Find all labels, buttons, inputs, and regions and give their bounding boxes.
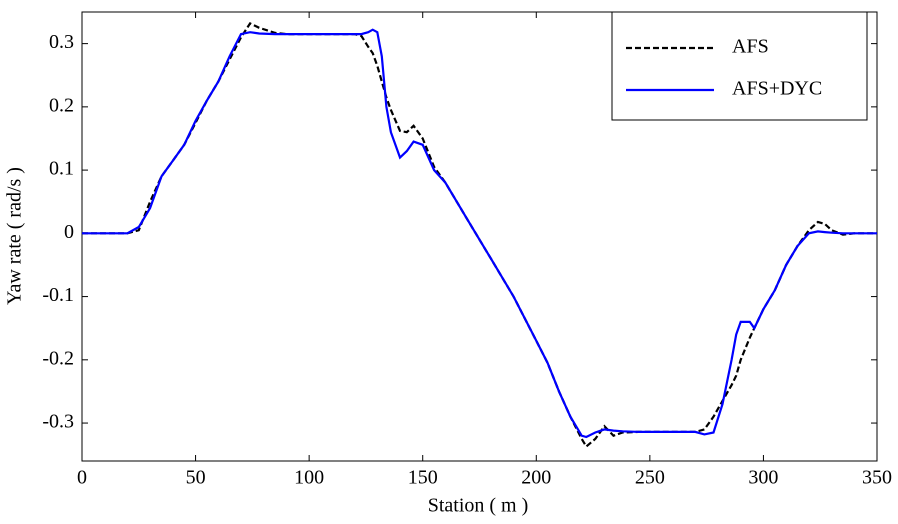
x-tick-label: 200 [521,467,551,489]
x-tick-label: 350 [862,467,892,489]
x-tick-label: 150 [408,467,438,489]
y-tick-label: 0.2 [49,94,74,116]
legend-label: AFS [732,36,769,58]
x-tick-label: 300 [748,467,778,489]
x-tick-label: 250 [635,467,665,489]
x-axis-label: Station ( m ) [428,495,529,517]
legend-label: AFS+DYC [732,78,822,100]
legend-box [611,11,868,121]
y-tick-label: 0.1 [49,158,74,180]
y-tick-label: 0.3 [49,31,74,53]
x-tick-label: 50 [186,467,206,489]
y-tick-label: -0.3 [42,411,74,433]
line [82,28,877,439]
x-tick-label: 0 [77,467,87,489]
plot-frame [81,11,878,462]
y-tick-label: -0.2 [42,347,74,369]
y-tick-label: 0 [64,221,74,243]
x-tick-label: 100 [294,467,324,489]
y-axis-label: Yaw rate ( rad/s ) [4,167,26,305]
y-tick-label: -0.1 [42,284,74,306]
